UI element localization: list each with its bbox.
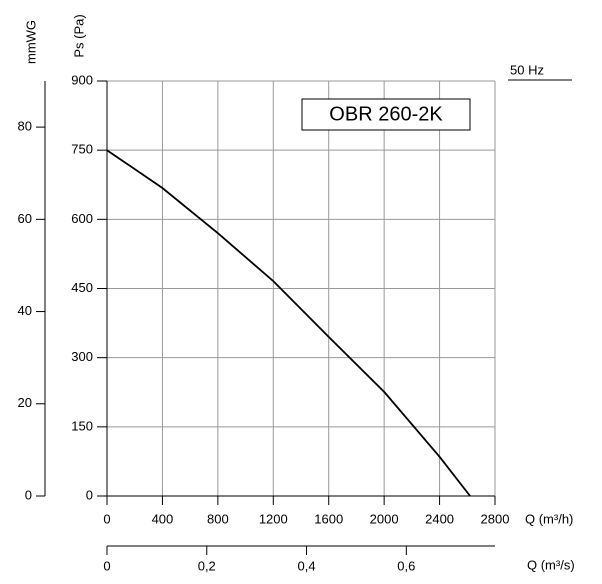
x-tick-label: 400 — [152, 511, 174, 526]
y-tick-label: 750 — [71, 142, 93, 157]
x-tick-label: 1600 — [314, 511, 343, 526]
y-tick-label: 300 — [71, 349, 93, 364]
y-tick-label: 0 — [86, 487, 93, 502]
x-axis-label: Q (m³/h) — [525, 511, 573, 526]
x2-tick-label: 0,4 — [297, 558, 315, 573]
y-tick-label: 150 — [71, 418, 93, 433]
y2-tick-label: 0 — [25, 487, 32, 502]
x-tick-label: 2400 — [425, 511, 454, 526]
x2-tick-label: 0,2 — [198, 558, 216, 573]
y2-tick-label: 40 — [18, 303, 32, 318]
y2-tick-label: 20 — [18, 395, 32, 410]
curve — [106, 149, 471, 497]
y-tick-label: 900 — [71, 72, 93, 87]
x-tick-label: 0 — [103, 511, 110, 526]
y-axis-label: Ps (Pa) — [71, 14, 86, 57]
y-tick-label: 600 — [71, 211, 93, 226]
x-tick-label: 1200 — [259, 511, 288, 526]
y2-tick-label: 60 — [18, 211, 32, 226]
title-box — [301, 98, 471, 131]
annotation: 50 Hz — [510, 62, 544, 77]
x-tick-label: 2800 — [481, 511, 510, 526]
y2-axis-label: mmWG — [23, 20, 38, 64]
x2-axis-label: Q (m³/s) — [527, 557, 575, 572]
y2-tick-label: 80 — [18, 119, 32, 134]
y-tick-label: 450 — [71, 280, 93, 295]
x-tick-label: 800 — [207, 511, 229, 526]
x2-tick-label: 0 — [103, 558, 110, 573]
x-tick-label: 2000 — [370, 511, 399, 526]
chart-title: OBR 260-2K — [329, 103, 443, 125]
x2-tick-label: 0,6 — [397, 558, 415, 573]
